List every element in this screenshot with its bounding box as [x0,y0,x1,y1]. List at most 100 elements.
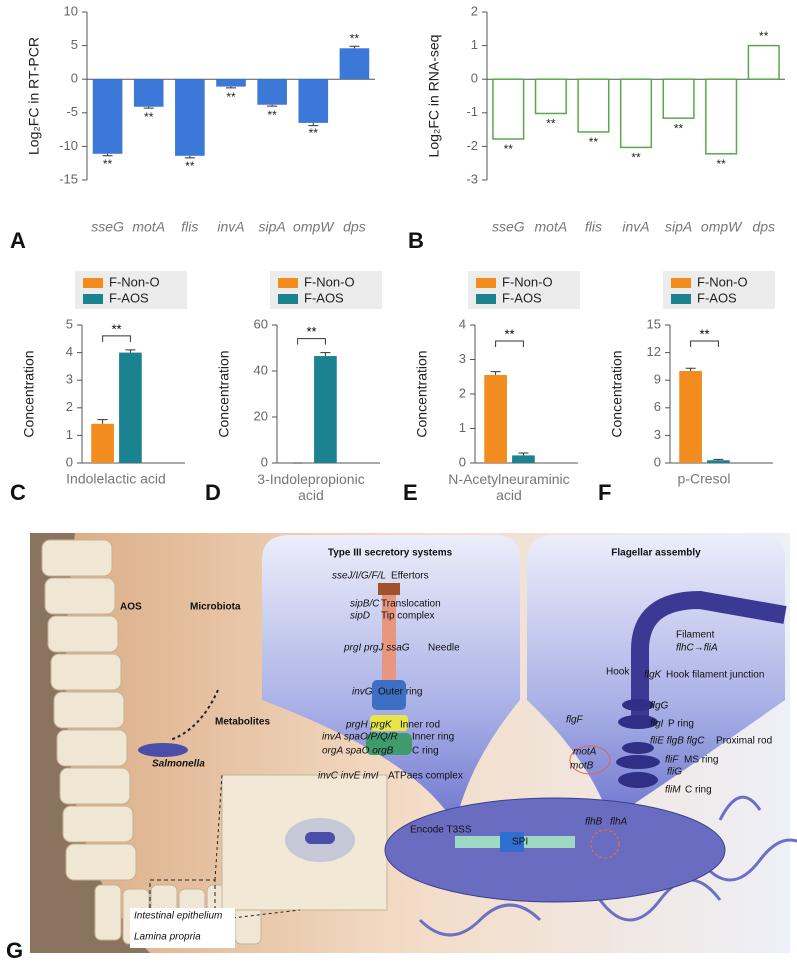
diagram-label: SPI [512,837,528,848]
legend-label: F-AOS [502,290,542,305]
diagram-label: C ring [412,746,439,757]
diagram-label: P ring [668,719,694,730]
x-tick-label: motA [132,219,165,235]
diagram-label: fliF [665,755,679,766]
diagram-label: Hook [606,667,630,678]
y-tick-label: 0 [459,454,466,469]
legend-label: F-Non-O [109,274,160,289]
cell [56,729,128,767]
y-tick-label: 1 [471,37,478,52]
y-tick-label: 3 [654,427,661,442]
diagram-label: orgA spaO orgB [322,746,394,757]
diagram-label: Translocation [381,599,441,610]
bar [257,79,287,105]
diagram-label: Proximal rod [716,736,772,747]
bar [492,78,525,140]
y-tick-label: 4 [459,316,466,331]
bar [679,371,702,463]
y-tick-label: 3 [66,372,73,387]
diagram-label: prgH prgK [345,720,393,731]
legend-label: F-AOS [697,290,737,305]
c-ring [366,733,412,755]
diagram-label: motA [573,747,597,758]
y-tick-label: 1 [66,427,73,442]
error-bar [102,153,113,157]
diagram-label: Metabolites [215,717,270,728]
tip [378,583,400,595]
y-tick-label: 0 [654,454,661,469]
diagram-label: sipB/C [350,599,380,610]
error-bar [267,104,278,107]
bar [534,78,567,115]
error-bar [125,349,136,353]
ring [622,699,654,711]
spi-box [500,832,524,852]
filament [631,590,787,720]
legend-swatch [476,294,496,304]
diagram-label: Filament [676,630,715,641]
y-axis-label: Concentration [414,350,430,437]
significance: ** [185,159,195,173]
y-tick-label: -5 [66,104,78,119]
diagram-label: flhC→fliA [676,643,718,654]
x-tick-label: ompW [293,219,335,235]
bar [133,79,164,107]
diagram-label: Needle [428,643,460,654]
bar [298,79,329,123]
diagram-label: Type III secretory systems [328,548,453,559]
panel-letter: D [205,480,221,505]
x-tick-label: dps [752,219,775,235]
legend-swatch [671,278,691,288]
bar [339,48,370,80]
legend-swatch [278,294,298,304]
significance: ** [546,117,556,131]
legend-swatch [83,278,103,288]
inner-ring [370,715,408,731]
panel-letter: E [403,480,418,505]
y-tick-label: -2 [466,138,478,153]
error-bar [97,419,108,424]
significance-bracket [495,340,524,347]
x-tick-label: Indolelactic acid [66,471,166,487]
diagram-label: fliE flgB flgC [650,736,705,747]
y-tick-label: -10 [59,138,78,153]
x-tick-label: N-Acetylneuraminic acid [448,471,569,503]
salmonella-cell [384,797,726,903]
x-tick-label: p-Cresol [678,471,731,487]
cell [65,843,137,881]
diagram [30,533,797,953]
flagella [418,795,797,937]
bar [91,423,114,463]
significance: ** [716,157,726,171]
arrow [169,689,219,741]
diagram-label: flgI [650,719,664,730]
y-axis-label: Log₂FC in RNA-seq [426,35,442,158]
bar [747,44,780,80]
cell [47,615,119,653]
diagram-label: Intestinal epithelium [134,911,222,922]
diagram-label: flgG [650,701,669,712]
diagram-label: Hook filament junction [666,670,764,681]
legend-label: F-AOS [109,290,149,305]
significance-bracket [297,338,326,345]
y-tick-label: 2 [471,3,478,18]
x-tick-label: ompW [701,219,743,235]
significance: ** [144,110,154,124]
ring [622,742,654,754]
ring [616,755,660,769]
significance: ** [631,151,641,165]
cell [94,884,122,941]
cell [59,767,131,805]
salmonella-icon [138,743,188,757]
x-tick-label: sseG [492,219,525,235]
y-tick-label: -1 [466,104,478,119]
y-tick-label: 6 [654,399,661,414]
significance: ** [226,90,236,104]
legend-label: F-Non-O [697,274,748,289]
x-tick-label: invA [622,219,649,235]
diagram-label: fliG [667,767,682,778]
significance: ** [699,326,709,341]
y-tick-label: 5 [71,37,78,52]
error-bar [184,155,195,159]
